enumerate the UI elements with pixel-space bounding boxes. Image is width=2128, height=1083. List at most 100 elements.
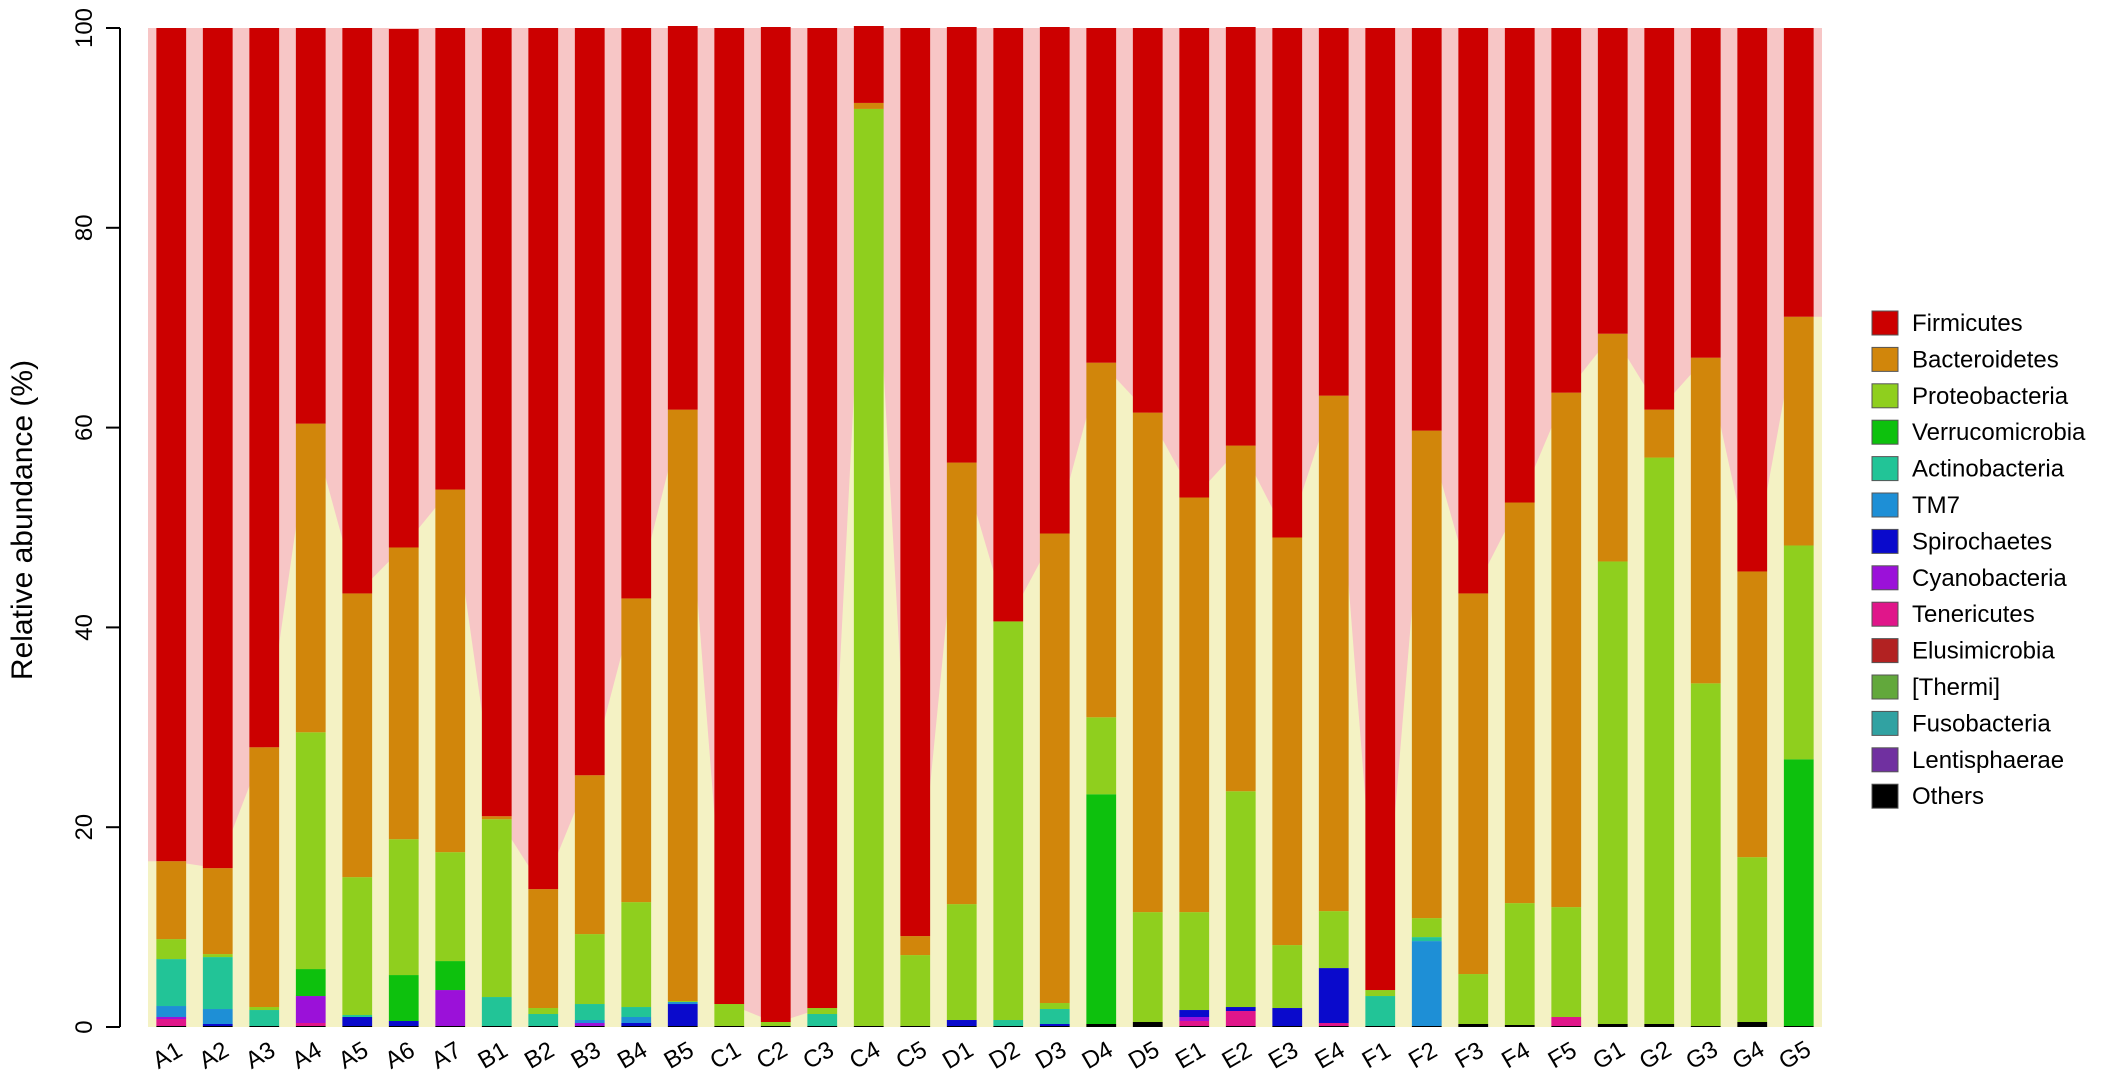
bar-segment-F4-bacteroidetes [1504, 502, 1535, 904]
bar-segment-D2-actinobacteria [993, 1020, 1024, 1026]
bar-segment-A1-cyanobacteria [156, 1017, 187, 1020]
bar-segment-E1-spirochaetes [1179, 1010, 1210, 1018]
bar-segment-B2-proteobacteria [528, 1008, 559, 1015]
bar-segment-B3-others [574, 1026, 605, 1027]
bar-segment-C3-others [807, 1026, 838, 1027]
bar-segment-A6-proteobacteria [388, 839, 419, 976]
x-tick-label-D3: D3 [1031, 1036, 1071, 1075]
bar-segment-A6-others [388, 1026, 419, 1027]
bar-segment-G2-others [1644, 1024, 1675, 1027]
bar-segment-F2-proteobacteria [1411, 918, 1442, 938]
bar-segment-F5-firmicutes [1551, 28, 1582, 393]
bar-segment-B2-firmicutes [528, 28, 559, 890]
x-tick-label-D4: D4 [1077, 1036, 1117, 1075]
bar-segment-A3-proteobacteria [249, 1007, 280, 1011]
bar-segment-E2-others [1225, 1026, 1256, 1027]
bar-segment-B3-proteobacteria [574, 934, 605, 1005]
bar-segment-G1-bacteroidetes [1597, 333, 1628, 562]
bar-segment-E2-proteobacteria [1225, 791, 1256, 1008]
bar-segment-B1-actinobacteria [481, 997, 512, 1026]
legend-swatch-spirochaetes [1871, 528, 1899, 554]
legend-label-spirochaetes: Spirochaetes [1912, 528, 2052, 555]
bar-segment-A4-cyanobacteria [295, 996, 326, 1023]
bar-segment-A7-firmicutes [435, 28, 466, 490]
bar-segment-C3-actinobacteria [807, 1014, 838, 1026]
bar-segment-A6-firmicutes [388, 29, 419, 548]
bar-segment-D3-bacteroidetes [1039, 533, 1070, 1004]
legend-label-cyanobacteria: Cyanobacteria [1912, 565, 2067, 592]
x-tick-label-G5: G5 [1774, 1036, 1815, 1075]
x-tick-label-A6: A6 [381, 1036, 420, 1074]
bar-segment-B3-actinobacteria [574, 1004, 605, 1020]
bar-segment-D1-spirochaetes [946, 1020, 977, 1026]
bar-segment-D1-bacteroidetes [946, 462, 977, 905]
bar-segment-B1-others [481, 1026, 512, 1027]
bar-segment-A7-proteobacteria [435, 852, 466, 962]
bar-segment-G3-firmicutes [1690, 28, 1721, 358]
bar-segment-F2-bacteroidetes [1411, 430, 1442, 919]
legend-label-others: Others [1912, 783, 1984, 810]
y-tick-label-60: 60 [71, 414, 98, 441]
bar-segment-C1-firmicutes [714, 28, 745, 1005]
legend-swatch-actinobacteria [1871, 456, 1899, 482]
x-tick-label-F1: F1 [1358, 1037, 1396, 1074]
bar-segment-F1-others [1365, 1026, 1396, 1027]
bar-segment-D4-proteobacteria [1086, 717, 1117, 795]
bar-segment-E4-firmicutes [1318, 28, 1349, 396]
bar-segment-B2-others [528, 1026, 559, 1027]
y-tick-label-80: 80 [71, 214, 98, 241]
bar-segment-B3-bacteroidetes [574, 775, 605, 935]
bar-segment-D5-others [1132, 1022, 1163, 1027]
bar-segment-G2-bacteroidetes [1644, 409, 1675, 458]
legend-label-proteobacteria: Proteobacteria [1912, 383, 2069, 410]
bar-segment-D3-proteobacteria [1039, 1003, 1070, 1010]
bar-segment-F3-proteobacteria [1458, 974, 1489, 1024]
bar-segment-D2-others [993, 1026, 1024, 1027]
bar-segment-B1-firmicutes [481, 28, 512, 817]
bar-segment-G5-proteobacteria [1783, 545, 1814, 760]
bar-segment-B4-firmicutes [621, 28, 652, 599]
bar-segment-E2-bacteroidetes [1225, 445, 1256, 792]
bar-segment-G1-proteobacteria [1597, 561, 1628, 1025]
bar-segment-C4-bacteroidetes [853, 102, 884, 109]
bar-segment-D1-proteobacteria [946, 904, 977, 1020]
bar-segment-F2-tm7 [1411, 941, 1442, 1026]
bar-segment-C3-firmicutes [807, 28, 838, 1009]
bar-segment-A7-bacteroidetes [435, 489, 466, 853]
x-tick-label-C3: C3 [798, 1036, 838, 1075]
bar-segment-F1-actinobacteria [1365, 996, 1396, 1026]
bar-segment-E2-spirochaetes [1225, 1007, 1256, 1012]
x-tick-label-E3: E3 [1264, 1036, 1303, 1074]
bar-segment-E2-firmicutes [1225, 27, 1256, 446]
bar-segment-F2-actinobacteria [1411, 937, 1442, 942]
bar-segment-A6-spirochaetes [388, 1021, 419, 1027]
legend-label-tm7: TM7 [1912, 492, 1960, 519]
x-tick-label-B4: B4 [613, 1036, 652, 1074]
bar-segment-G4-bacteroidetes [1737, 571, 1768, 858]
x-tick-label-F4: F4 [1497, 1037, 1535, 1074]
y-axis: 0 20 40 60 80 100 [71, 8, 121, 1034]
y-tick-label-20: 20 [71, 814, 98, 841]
x-tick-label-C1: C1 [705, 1036, 745, 1075]
bar-segment-E1-firmicutes [1179, 28, 1210, 498]
bar-segment-E3-others [1272, 1026, 1303, 1027]
bar-segment-D4-firmicutes [1086, 28, 1117, 363]
bar-segment-C3-proteobacteria [807, 1008, 838, 1015]
bar-segment-A1-proteobacteria [156, 939, 187, 960]
bar-segment-F5-others [1551, 1026, 1582, 1027]
x-tick-label-D1: D1 [938, 1036, 978, 1075]
bar-segment-D5-firmicutes [1132, 28, 1163, 413]
bar-segment-C2-proteobacteria [760, 1022, 791, 1026]
bar-segment-A1-actinobacteria [156, 959, 187, 1007]
bar-segment-F3-bacteroidetes [1458, 593, 1489, 975]
bar-segment-A4-firmicutes [295, 28, 326, 424]
y-axis-label: Relative abundance (%) [6, 360, 39, 680]
legend-swatch-bacteroidetes [1871, 346, 1899, 372]
legend-label-verrucomicrobia: Verrucomicrobia [1912, 419, 2086, 446]
legend-label-lentisphaerae: Lentisphaerae [1912, 747, 2064, 774]
y-tick-label-40: 40 [71, 614, 98, 641]
bar-segment-B4-proteobacteria [621, 902, 652, 1008]
bar-segment-F3-firmicutes [1458, 28, 1489, 594]
bar-segment-B5-tm7 [667, 1002, 698, 1005]
bar-segment-D3-firmicutes [1039, 27, 1070, 534]
